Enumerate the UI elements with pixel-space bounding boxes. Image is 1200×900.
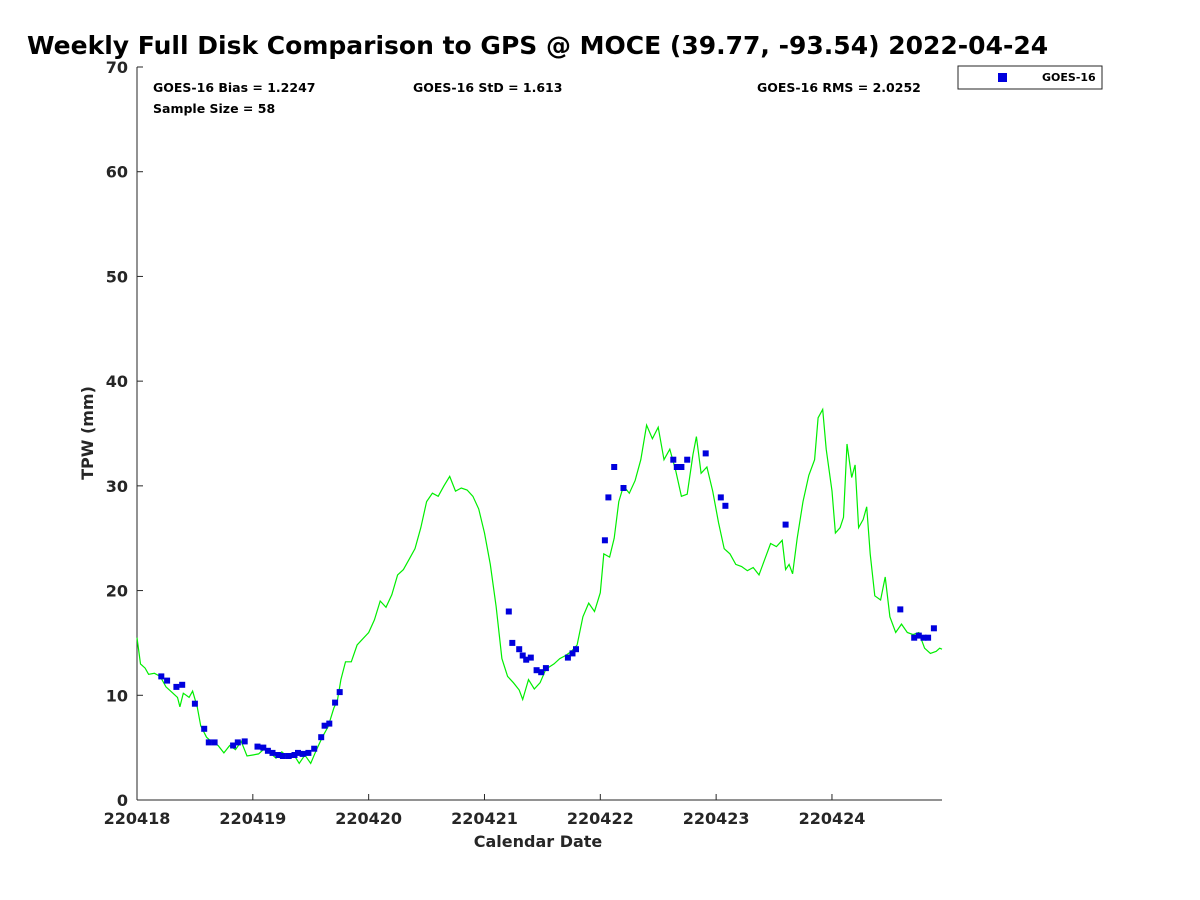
goes16-point — [299, 750, 306, 757]
x-tick-label: 220420 — [335, 809, 402, 828]
goes16-point — [509, 639, 516, 646]
goes16-point — [291, 752, 298, 758]
goes16-point — [573, 646, 579, 653]
rms-stat: GOES-16 RMS = 2.0252 — [757, 80, 921, 95]
goes16-point — [279, 753, 286, 759]
goes16-point — [542, 665, 549, 672]
x-tick-label: 220424 — [799, 809, 866, 828]
goes16-point — [305, 749, 312, 756]
goes16-point — [611, 464, 618, 470]
goes16-point — [230, 742, 237, 749]
goes16-point — [915, 632, 922, 639]
goes16-point — [321, 722, 328, 729]
x-tick-label: 220422 — [567, 809, 634, 828]
goes16-point — [782, 521, 789, 528]
y-tick-label: 10 — [106, 686, 128, 705]
goes16-point — [920, 634, 927, 641]
x-tick-label: 220421 — [451, 809, 518, 828]
goes16-point — [326, 720, 333, 727]
goes16-point — [925, 634, 932, 641]
goes16-point — [318, 734, 325, 741]
y-tick-label: 0 — [117, 791, 128, 810]
y-axis-label: TPW (mm) — [78, 386, 97, 480]
legend: GOES-16 — [957, 65, 1103, 90]
goes16-point — [930, 625, 937, 632]
goes16-point — [311, 745, 318, 752]
goes16-point — [601, 537, 608, 544]
goes16-point — [678, 464, 685, 470]
goes16-point — [285, 753, 292, 759]
goes16-point — [911, 634, 918, 641]
goes16-point — [173, 683, 180, 690]
goes16-point — [527, 654, 534, 661]
goes16-point — [234, 739, 241, 746]
y-tick-label: 60 — [106, 163, 128, 182]
goes16-point — [179, 681, 186, 688]
goes16-point — [158, 673, 165, 680]
x-ticks: 220418 220419 220420 220421 220422 220423 2204… — [104, 794, 866, 828]
goes16-point — [684, 456, 691, 463]
goes16-point — [505, 608, 512, 615]
goes16-point — [670, 456, 677, 463]
goes16-point — [275, 752, 282, 758]
goes16-point — [336, 689, 343, 696]
goes16-point — [897, 606, 904, 613]
x-tick-label: 220423 — [683, 809, 750, 828]
goes16-point — [164, 677, 171, 684]
goes16-point — [722, 502, 729, 509]
legend-label-goes16: GOES-16 — [1042, 71, 1096, 84]
legend-box — [957, 65, 1103, 90]
y-ticks: 0 10 20 30 40 50 60 70 — [106, 58, 143, 810]
goes16-point — [332, 699, 339, 706]
x-axis-label: Calendar Date — [474, 832, 603, 851]
goes16-point — [569, 650, 576, 657]
goes16-point — [269, 749, 276, 756]
goes16-point — [564, 654, 571, 661]
goes16-point — [519, 652, 526, 659]
goes16-point — [516, 646, 523, 653]
plot-frame — [137, 67, 942, 800]
y-tick-label: 50 — [106, 267, 128, 286]
x-tick-label: 220419 — [219, 809, 286, 828]
goes16-point — [201, 725, 208, 732]
y-tick-label: 70 — [106, 58, 128, 77]
goes16-point — [717, 494, 724, 501]
x-tick-label: 220418 — [104, 809, 171, 828]
plot-area: 0 10 20 30 40 50 60 70 220418 220419 220420 220421… — [104, 58, 943, 828]
goes16-point — [605, 494, 612, 501]
legend-marker-goes16 — [998, 73, 1007, 82]
goes16-series — [158, 450, 937, 759]
goes16-point — [241, 738, 248, 745]
y-tick-label: 40 — [106, 372, 128, 391]
goes16-point — [205, 739, 212, 746]
goes16-point — [523, 656, 530, 663]
goes16-point — [295, 749, 301, 756]
goes16-point — [191, 700, 198, 707]
goes16-point — [254, 743, 261, 750]
goes16-point — [533, 667, 540, 674]
goes16-point — [538, 669, 545, 676]
sample-size-stat: Sample Size = 58 — [153, 101, 275, 116]
y-tick-label: 20 — [106, 582, 128, 601]
goes16-point — [264, 747, 271, 754]
chart-title: Weekly Full Disk Comparison to GPS @ MOC… — [27, 31, 1048, 60]
y-tick-label: 30 — [106, 477, 128, 496]
bias-stat: GOES-16 Bias = 1.2247 — [153, 80, 315, 95]
std-stat: GOES-16 StD = 1.613 — [413, 80, 562, 95]
goes16-point — [702, 450, 709, 457]
goes16-point — [673, 464, 680, 470]
goes16-point — [260, 744, 267, 751]
goes16-point — [211, 739, 218, 746]
goes16-point — [620, 485, 627, 491]
